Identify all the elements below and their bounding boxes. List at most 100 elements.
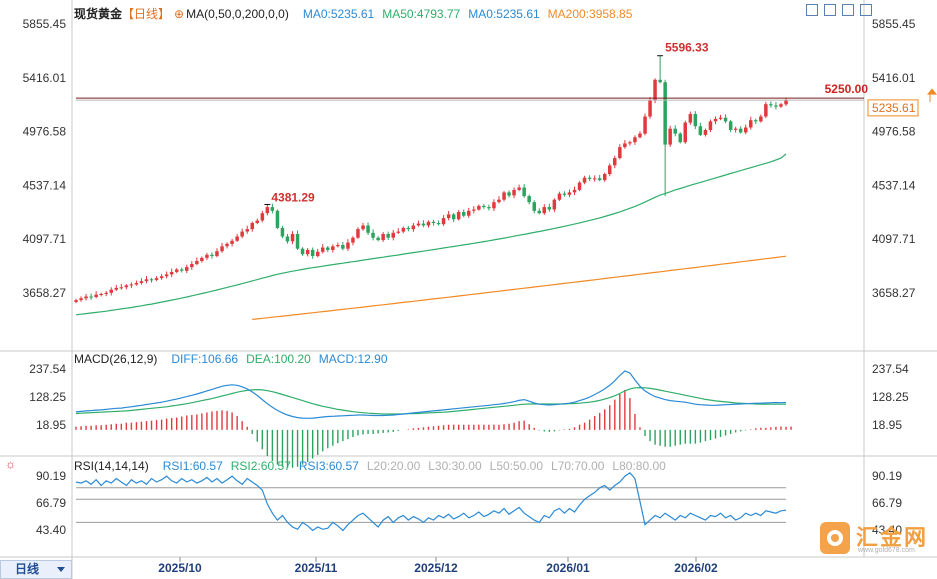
y-tick-label-right: 128.25: [872, 390, 909, 404]
period-label[interactable]: 【日线】: [122, 7, 171, 21]
candle-up: [255, 220, 259, 223]
rsi-legend-item[interactable]: RSI3:60.57: [298, 459, 359, 473]
expand-icon[interactable]: [860, 4, 872, 16]
y-tick-label-left: 4537.14: [23, 178, 67, 192]
macd-legend-item[interactable]: MACD:12.90: [318, 352, 388, 366]
candle-up: [633, 137, 637, 143]
y-tick-label-left: 237.54: [29, 362, 66, 376]
candle-up: [220, 246, 224, 252]
candle-down: [562, 193, 567, 195]
candle-up: [74, 300, 78, 302]
candle-up: [396, 231, 400, 233]
candle-up: [703, 130, 708, 135]
y-tick-label-left: 128.25: [29, 390, 66, 404]
y-tick-label-left: 66.79: [36, 496, 66, 510]
candle-down: [769, 104, 773, 106]
candle-up: [351, 237, 355, 243]
candle-down: [310, 249, 315, 256]
candle-up: [361, 225, 365, 230]
crosshair-tool-icon[interactable]: [806, 4, 818, 16]
candle-up: [567, 192, 572, 195]
candle-down: [663, 82, 667, 145]
rsi-legend-item[interactable]: RSI1:60.57: [162, 459, 223, 473]
candle-down: [587, 177, 592, 179]
rsi-legend-item[interactable]: L70:70.00: [551, 459, 605, 473]
ma-legend-item[interactable]: MA0:5235.61: [302, 7, 375, 21]
candle-up: [164, 274, 169, 277]
y-tick-label-left: 43.40: [36, 523, 66, 537]
candle-up: [99, 294, 103, 295]
candle-down: [431, 221, 436, 223]
y-tick-label-right: 4976.58: [872, 125, 916, 139]
candle-up: [517, 187, 521, 190]
candle-down: [774, 105, 778, 107]
candle-down: [341, 245, 345, 249]
candle-down: [421, 223, 426, 226]
macd-legend-item[interactable]: DEA:100.20: [246, 352, 311, 366]
ma-legend-item[interactable]: MA50:4793.77: [382, 7, 461, 21]
ma-legend-item[interactable]: MA200:3958.85: [547, 7, 633, 21]
candle-up: [623, 143, 627, 148]
price-line-arrow-icon: [926, 88, 937, 103]
period-selector[interactable]: 日线: [0, 560, 72, 579]
candle-up: [592, 178, 597, 180]
moving-average-layer: [75, 153, 787, 320]
y-tick-label-left: 4976.58: [23, 125, 67, 139]
y-tick-label-left: 3658.27: [23, 286, 67, 300]
candle-down: [210, 254, 214, 256]
zoom-in-icon[interactable]: [824, 4, 836, 16]
zoom-out-icon[interactable]: [842, 4, 854, 16]
candle-up: [733, 128, 738, 130]
candle-up: [552, 199, 557, 210]
candle-down: [738, 128, 743, 133]
rsi-title[interactable]: RSI(14,14,14): [74, 459, 149, 473]
candle-up: [195, 261, 199, 265]
macd-legend-item[interactable]: DIFF:106.66: [171, 352, 239, 366]
candle-up: [265, 207, 270, 214]
candle-down: [522, 187, 526, 197]
candle-down: [406, 227, 411, 230]
candle-down: [300, 248, 305, 255]
candle-down: [180, 269, 184, 271]
watermark-brand: 汇金网: [856, 525, 929, 550]
candle-up: [240, 231, 244, 237]
rsi-legend-item[interactable]: L30:30.00: [428, 459, 482, 473]
rsi-legend-item[interactable]: L50:50.00: [489, 459, 544, 473]
candle-down: [386, 234, 390, 238]
rsi-legend-item[interactable]: L20:20.00: [366, 459, 421, 473]
instrument-title[interactable]: 现货黄金: [74, 7, 123, 21]
macd-title[interactable]: MACD(26,12,9): [74, 352, 158, 366]
candle-down: [149, 279, 154, 281]
peak-high-label: 5596.33: [665, 41, 709, 55]
x-tick-label: 2025/10: [158, 561, 202, 575]
ma50-line: [75, 153, 787, 316]
ma-params[interactable]: MA(0,50,0,200,0,0): [186, 7, 289, 21]
candle-up: [321, 247, 325, 252]
price-line-label: 5250.00: [825, 82, 869, 96]
indicator-settings-icon[interactable]: ☼: [5, 457, 16, 471]
candle-up: [441, 218, 446, 225]
candle-up: [124, 285, 129, 288]
watermark-logo-icon: [820, 522, 850, 554]
candle-up: [718, 117, 723, 119]
candle-up: [638, 133, 642, 138]
settings-gear-icon[interactable]: ⊕: [174, 7, 185, 21]
x-tick-label: 2026/01: [546, 561, 590, 575]
candle-up: [446, 214, 451, 219]
candle-down: [482, 205, 486, 208]
candle-up: [603, 174, 607, 181]
main-legend: 现货黄金【日线】 ⊕ MA(0,50,0,200,0,0) MA0:5235.61 MA…: [74, 5, 648, 22]
y-tick-label-right: 3658.27: [872, 286, 916, 300]
ma-legend-item[interactable]: MA0:5235.61: [468, 7, 540, 21]
candle-down: [527, 196, 531, 203]
candle-up: [119, 287, 124, 289]
candle-up: [557, 193, 562, 200]
candle-up: [139, 281, 144, 283]
rsi-legend-item[interactable]: RSI2:60.57: [230, 459, 291, 473]
axis-layer: 5855.45 5855.45 5416.01 5416.01 4976.58 4976.…: [23, 17, 916, 575]
candle-down: [280, 227, 285, 237]
rsi-legend-item[interactable]: L80:80.00: [612, 459, 666, 473]
